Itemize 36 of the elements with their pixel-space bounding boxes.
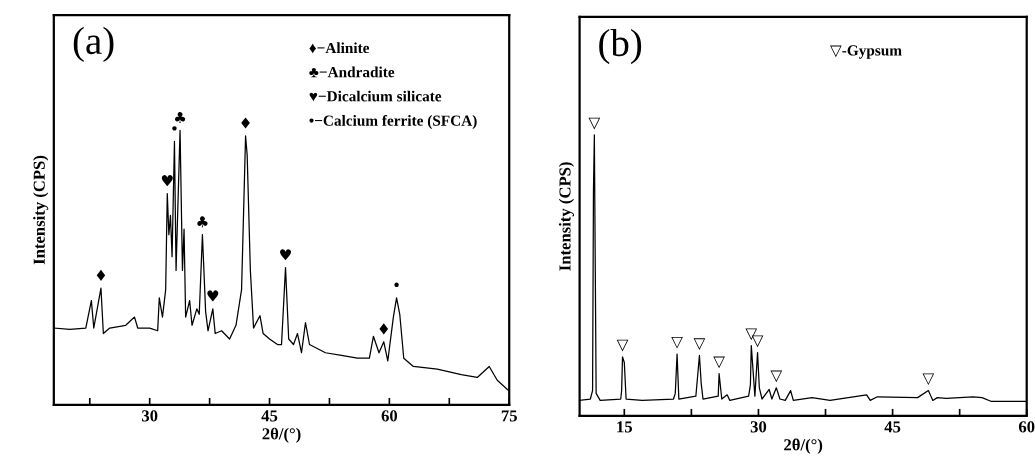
annotation: ▽ bbox=[616, 339, 629, 352]
x-tick-label: 30 bbox=[750, 421, 767, 433]
x-axis-title: 2θ/(°) bbox=[262, 427, 301, 443]
y-axis-title: Intensity (CPS) bbox=[558, 162, 575, 271]
x-tick-label: 30 bbox=[141, 410, 158, 422]
text: •−Calcium ferrite (SFCA) bbox=[309, 114, 477, 129]
annotation: ▽ bbox=[588, 117, 601, 130]
text: (b) bbox=[599, 28, 642, 65]
annotation: ♥ bbox=[161, 175, 173, 187]
text: (a) bbox=[73, 26, 114, 63]
annotation: ♥ bbox=[207, 290, 219, 302]
annotation: ▽ bbox=[713, 356, 725, 369]
text: ▽-Gypsum bbox=[830, 45, 902, 59]
x-tick-label: 15 bbox=[617, 421, 633, 433]
annotation: ▽ bbox=[770, 370, 783, 383]
x-tick-label: 45 bbox=[261, 410, 278, 422]
x-tick-label: 60 bbox=[381, 410, 398, 422]
x-tick-label: 60 bbox=[1018, 421, 1035, 433]
annotation: ♦ bbox=[241, 117, 250, 129]
annotation: ♣ bbox=[174, 111, 186, 124]
annotation: ♦ bbox=[379, 323, 389, 335]
annotation: ♣ bbox=[197, 216, 208, 228]
annotation: ▽ bbox=[693, 338, 706, 350]
x-tick-label: 45 bbox=[884, 421, 901, 433]
text: ♣−Andradite bbox=[309, 66, 395, 78]
annotation: ♦ bbox=[96, 269, 106, 281]
annotation: • bbox=[394, 282, 399, 288]
annotation: ▽ bbox=[671, 336, 683, 349]
x-axis-title: 2θ/(°) bbox=[784, 438, 823, 454]
annotation: • bbox=[172, 126, 177, 131]
annotation: ▽ bbox=[922, 373, 935, 386]
x-tick-label: 75 bbox=[501, 410, 517, 422]
text: ♦−Alinite bbox=[309, 42, 370, 54]
y-axis-title: Intensity (CPS) bbox=[33, 155, 49, 265]
text: ♥−Dicalcium silicate bbox=[309, 90, 442, 102]
annotation: ♥ bbox=[280, 249, 292, 261]
